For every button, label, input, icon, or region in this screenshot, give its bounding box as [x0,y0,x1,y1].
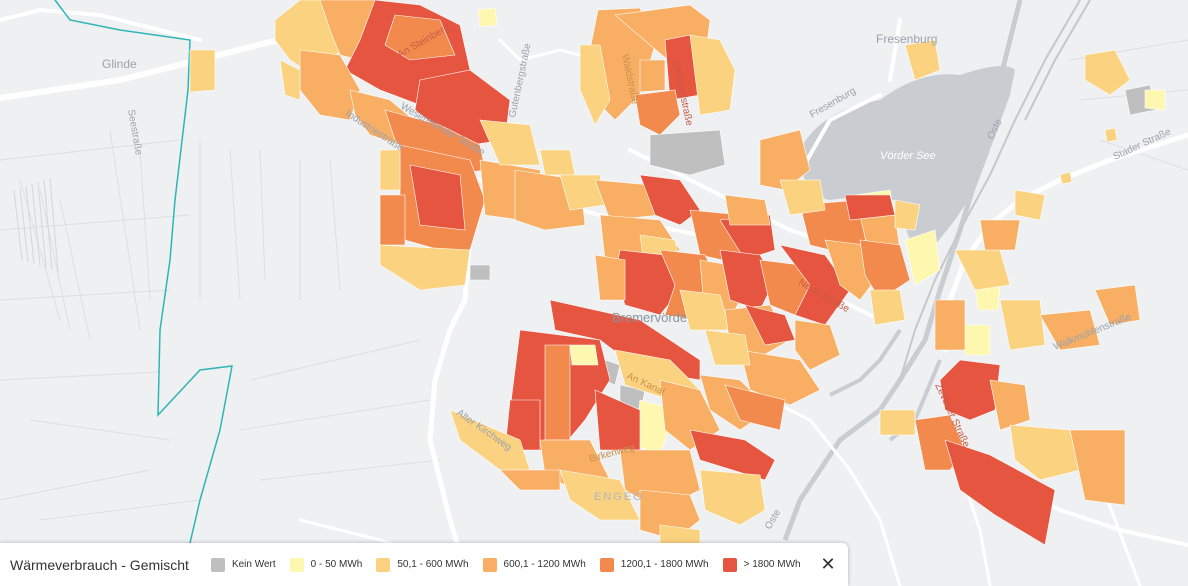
field-hatch [13,177,59,273]
building-block[interactable] [639,59,666,93]
legend-title: Wärmeverbrauch - Gemischt [10,556,189,573]
building-block[interactable] [649,129,726,176]
map-legend: Wärmeverbrauch - Gemischt Kein Wert 0 - 5… [0,543,848,586]
building-block[interactable] [869,289,906,326]
building-block[interactable] [944,439,1056,546]
building-block[interactable] [739,349,821,406]
building-block[interactable] [594,254,626,301]
label-glinde: Glinde [102,57,137,71]
building-block[interactable] [1069,429,1126,506]
legend-swatch [482,557,497,572]
building-block[interactable] [479,119,541,166]
building-block[interactable] [634,89,681,136]
building-block[interactable] [1144,89,1166,111]
voerder-see-water [800,66,1015,245]
legend-item: 1200,1 - 1800 MWh [599,557,709,572]
building-block[interactable] [559,469,641,521]
legend-item: 600,1 - 1200 MWh [482,557,586,572]
building-block[interactable] [189,49,216,93]
label-bremervoerde: Bremervörde [612,310,687,325]
legend-item: 0 - 50 MWh [289,557,363,572]
building-block[interactable] [979,219,1021,251]
legend-item: > 1800 MWh [722,557,801,572]
legend-label: Kein Wert [231,559,276,570]
building-block[interactable] [569,344,599,366]
building-block[interactable] [934,299,966,351]
building-block[interactable] [724,384,786,431]
building-block[interactable] [724,194,771,226]
building-block[interactable] [1084,49,1131,96]
legend-swatch [289,557,304,572]
legend-label: 0 - 50 MWh [310,559,363,570]
building-block[interactable] [477,7,498,28]
building-block[interactable] [379,194,406,246]
building-block[interactable] [469,264,491,281]
building-block[interactable] [639,174,701,226]
label-voerder-see: Vörder See [880,150,936,162]
municipal-boundary [54,0,233,586]
building-block[interactable] [1039,309,1101,351]
building-block[interactable] [409,164,466,231]
legend-swatch [599,557,614,572]
building-block[interactable] [879,409,916,436]
building-block[interactable] [779,179,826,216]
legend-label: 600,1 - 1200 MWh [503,559,586,570]
building-block[interactable] [1094,284,1141,326]
building-block[interactable] [904,39,941,81]
building-block[interactable] [579,44,611,126]
building-block[interactable] [379,244,471,291]
label-fresenburg-town: Fresenburg [876,32,937,46]
building-block[interactable] [384,14,456,61]
building-block[interactable] [999,299,1046,351]
oste-river [782,0,1023,541]
close-icon[interactable]: ✕ [820,554,836,574]
railway [899,0,1091,381]
building-polygons[interactable] [189,0,1166,546]
building-block[interactable] [989,379,1031,431]
building-block[interactable] [689,34,736,116]
building-block[interactable] [689,429,776,481]
building-block[interactable] [939,359,1001,421]
legend-label: 50,1 - 600 MWh [397,559,469,570]
legend-swatch [722,557,737,572]
building-block[interactable] [1009,424,1081,481]
legend-item: Kein Wert [210,557,276,572]
building-block[interactable] [279,59,301,101]
building-block[interactable] [539,149,576,176]
legend-item: 50,1 - 600 MWh [376,557,469,572]
building-block[interactable] [894,199,921,231]
legend-label: 1200,1 - 1800 MWh [620,559,709,570]
legend-label: > 1800 MWh [743,559,801,570]
building-block[interactable] [794,319,841,371]
legend-swatch [376,557,391,572]
building-block[interactable] [1059,171,1073,185]
building-block[interactable] [904,229,941,286]
label-engeo: ENGEO [594,491,644,503]
building-block[interactable] [699,469,766,526]
legend-items: Kein Wert 0 - 50 MWh 50,1 - 600 MWh 600,1 -… [210,557,815,572]
building-block[interactable] [499,469,561,491]
building-block[interactable] [379,149,401,191]
building-block[interactable] [704,329,751,366]
building-block[interactable] [1014,189,1046,221]
legend-swatch [210,557,225,572]
building-block[interactable] [544,344,571,441]
building-block[interactable] [1104,127,1118,143]
